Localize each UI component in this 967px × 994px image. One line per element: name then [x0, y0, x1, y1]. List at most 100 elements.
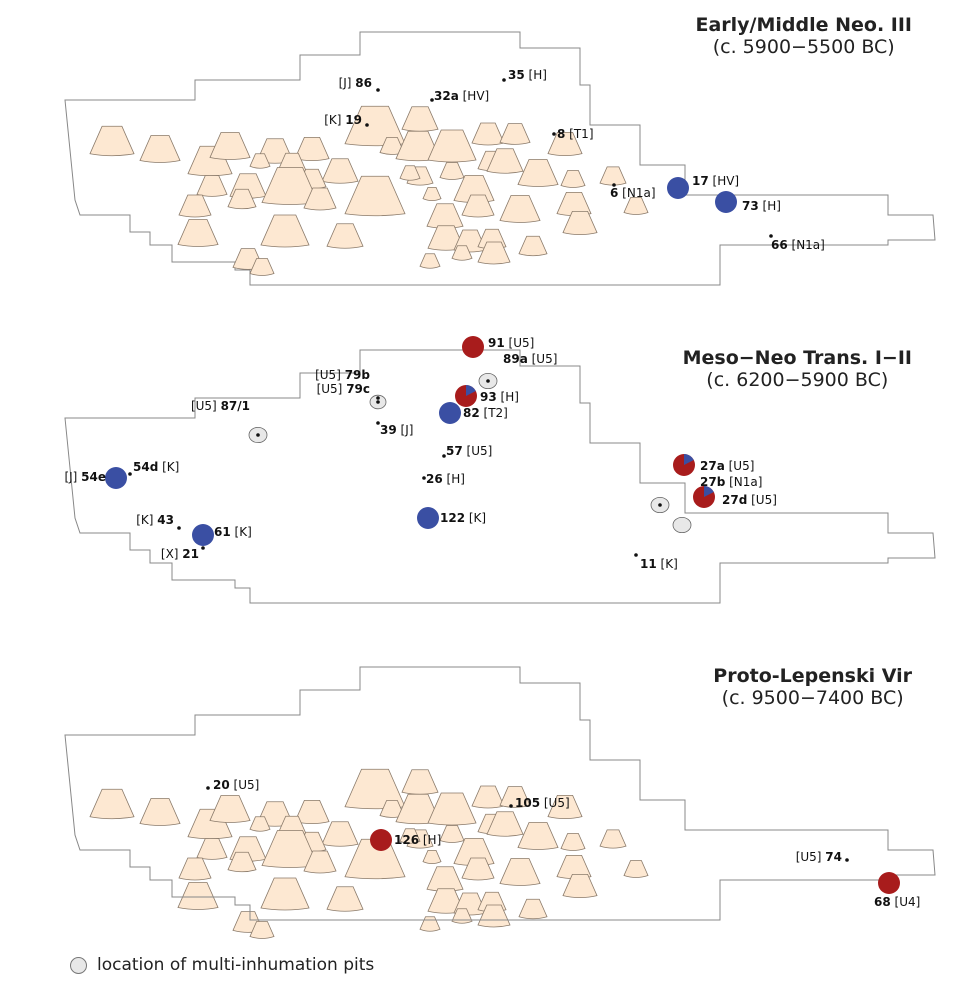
house-floor — [227, 851, 257, 873]
sample-label: 11 [K] — [640, 557, 678, 571]
house-floor — [399, 165, 421, 181]
house-floor — [139, 135, 181, 163]
sample-label: 61 [K] — [214, 525, 252, 539]
panel-early-middle-neo: [J] 86 35 [H] 32a [HV] [K] 19 8 [T1] 6 [N1a] 1… — [64, 31, 936, 286]
haplogroup-pie — [462, 336, 484, 358]
house-floor — [623, 860, 649, 878]
sample-label: 27a [U5] — [700, 459, 754, 473]
house-floor — [344, 175, 406, 217]
house-floor — [321, 821, 359, 847]
house-floor — [451, 245, 473, 261]
grey-circle-icon — [70, 956, 87, 974]
house-floor — [426, 203, 464, 229]
sample-point — [376, 400, 380, 404]
haplogroup-pie-slice — [466, 385, 476, 396]
sample-point — [486, 379, 490, 383]
sample-label: 32a [HV] — [434, 89, 489, 103]
sample-point — [206, 786, 210, 790]
sample-label: [U5] 79c — [317, 382, 370, 396]
panel-proto-lepenski-vir: 20 [U5] 105 [U5] 126 [H] [U5] 74 68 [U4] — [64, 666, 936, 921]
house-floor — [599, 829, 627, 849]
legend-label: location of multi-inhumation pits — [97, 955, 375, 975]
sample-label: 17 [HV] — [692, 174, 739, 188]
house-floor — [477, 241, 511, 265]
house-floor — [419, 253, 441, 269]
house-floor — [560, 170, 586, 188]
sample-point — [177, 526, 181, 530]
haplogroup-pie — [370, 829, 392, 851]
house-floor — [401, 106, 439, 132]
sample-point — [769, 234, 773, 238]
sample-point — [502, 78, 506, 82]
sample-label: [K] 19 — [324, 113, 362, 127]
sample-point — [442, 454, 446, 458]
sample-label: 105 [U5] — [515, 796, 570, 810]
sample-label: 8 [T1] — [557, 127, 594, 141]
house-floor — [422, 849, 442, 865]
house-floor — [303, 850, 337, 874]
house-floor — [461, 194, 495, 218]
panel-title-1: Meso−Neo Trans. I−II (c. 6200−5900 BC) — [683, 347, 912, 391]
panel-period-text: (c. 5900−5500 BC) — [712, 36, 895, 58]
house-floor — [419, 916, 441, 932]
house-floor — [439, 162, 465, 180]
house-floor — [439, 825, 465, 843]
haplogroup-pie — [667, 177, 689, 199]
house-floor — [518, 898, 548, 920]
house-floor — [249, 921, 275, 939]
panel-meso-neo-transition: 91 [U5] 89a [U5] [U5] 79b[U5] 79c 93 [H] 82 … — [64, 336, 936, 939]
house-floor — [599, 166, 627, 186]
house-floor — [196, 838, 228, 860]
sample-point — [509, 804, 513, 808]
sample-label: 20 [U5] — [213, 778, 259, 792]
house-floor — [461, 857, 495, 881]
sample-label: [U5] 79b — [315, 368, 370, 382]
site-outline — [64, 666, 936, 921]
house-floor — [471, 785, 505, 809]
sample-point — [256, 433, 260, 437]
sample-label: 73 [H] — [742, 199, 781, 213]
house-floor — [426, 866, 464, 892]
sample-label: 126 [H] — [394, 833, 441, 847]
haplogroup-pie — [417, 507, 439, 529]
sample-label: [J] 86 — [339, 76, 372, 90]
house-floor — [249, 153, 271, 169]
house-floor — [562, 210, 598, 236]
house-floor — [399, 828, 421, 844]
house-floor — [486, 811, 524, 837]
house-floor — [209, 795, 251, 823]
sample-label: [K] 43 — [136, 513, 174, 527]
house-floor — [227, 188, 257, 210]
multi-inhumation-pit — [672, 516, 692, 534]
sample-point — [634, 553, 638, 557]
house-floor — [560, 833, 586, 851]
haplogroup-pie — [192, 524, 214, 546]
panel-title-0: Early/Middle Neo. III (c. 5900−5500 BC) — [695, 14, 912, 58]
site-outline — [64, 31, 936, 286]
house-floor — [89, 125, 135, 157]
haplogroup-pie — [715, 191, 737, 213]
house-floor — [547, 131, 583, 157]
sample-point — [128, 472, 132, 476]
haplogroup-pie-slice — [704, 486, 714, 497]
panel-title-text: Early/Middle Neo. III — [695, 14, 912, 36]
sample-label: 57 [U5] — [446, 444, 492, 458]
sample-label: 27b [N1a] — [700, 475, 762, 489]
sample-label: 89a [U5] — [503, 352, 557, 366]
house-floor — [326, 886, 364, 912]
sample-label: [U5] 87/1 — [191, 399, 250, 413]
house-floor — [499, 786, 531, 808]
house-floor — [344, 838, 406, 880]
sample-label: [J] 54e — [64, 470, 106, 484]
house-floor — [517, 822, 559, 850]
sample-point — [376, 421, 380, 425]
sample-point — [376, 396, 380, 400]
house-floor — [260, 214, 310, 248]
house-floor — [517, 159, 559, 187]
haplogroup-pie — [878, 872, 900, 894]
panel-title-text: Meso−Neo Trans. I−II — [682, 347, 912, 369]
house-floor — [89, 788, 135, 820]
house-floor — [471, 122, 505, 146]
house-floor — [209, 132, 251, 160]
